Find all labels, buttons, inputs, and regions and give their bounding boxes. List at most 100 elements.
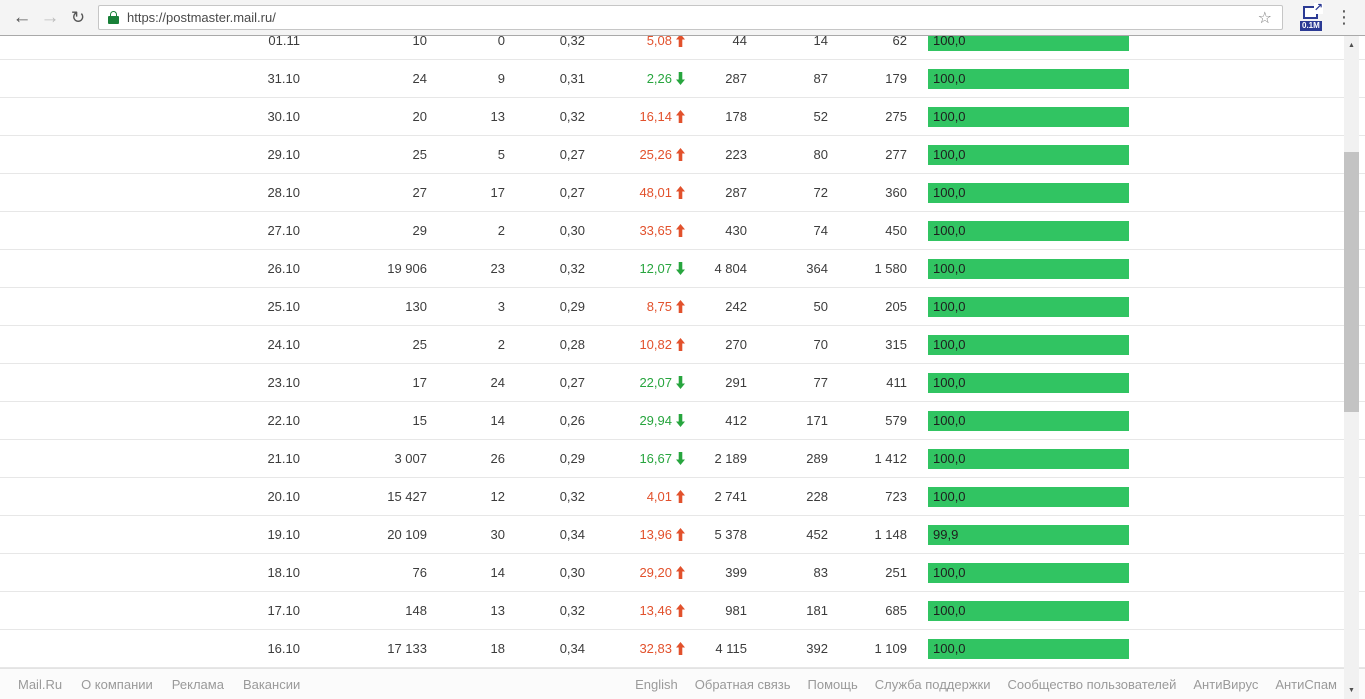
table-row: 21.10 3 007 26 0,29 16,67 2 189 289 1 41… — [0, 440, 1365, 478]
table-row: 18.10 76 14 0,30 29,20 399 83 251 100,0 — [0, 554, 1365, 592]
footer-link[interactable]: Обратная связь — [694, 676, 791, 692]
delivery-bar-track: 100,0 — [928, 220, 1129, 241]
value-cell-2: 0 — [497, 36, 505, 48]
value-cell-2: 23 — [490, 261, 505, 276]
date-cell: 20.10 — [267, 489, 300, 504]
delivery-bar: 100,0 — [928, 448, 1129, 469]
vertical-scrollbar[interactable]: ▲ ▼ — [1344, 36, 1359, 699]
percent-value: 13,46 — [639, 603, 672, 618]
browser-menu-button[interactable]: ⋮ — [1331, 4, 1357, 32]
value-cell-1: 148 — [405, 603, 427, 618]
scroll-down-icon: ▼ — [1348, 686, 1355, 694]
percent-value: 16,14 — [639, 109, 672, 124]
reload-button[interactable]: ↻ — [64, 4, 92, 32]
value-cell-3: 0,26 — [559, 413, 585, 428]
percent-cell: 32,83 — [585, 641, 686, 656]
scroll-down-button[interactable]: ▼ — [1344, 683, 1359, 697]
value-cell-6: 205 — [885, 299, 907, 314]
value-cell-4: 287 — [725, 185, 747, 200]
table-row: 16.10 17 133 18 0,34 32,83 4 115 392 1 1… — [0, 630, 1365, 668]
value-cell-6: 251 — [885, 565, 907, 580]
value-cell-6: 315 — [885, 337, 907, 352]
table-row: 26.10 19 906 23 0,32 12,07 4 804 364 1 5… — [0, 250, 1365, 288]
scrollbar-thumb[interactable] — [1344, 152, 1359, 412]
value-cell-2: 9 — [497, 71, 505, 86]
back-button[interactable]: ← — [8, 4, 36, 32]
footer-link[interactable]: English — [635, 676, 678, 692]
bookmark-star-icon[interactable]: ☆ — [1257, 9, 1272, 27]
delivery-bar-label: 100,0 — [933, 146, 966, 162]
value-cell-6: 1 148 — [874, 527, 907, 542]
delivery-bar: 100,0 — [928, 182, 1129, 203]
footer-link[interactable]: АнтиСпам — [1275, 676, 1337, 692]
value-cell-2: 14 — [490, 413, 505, 428]
percent-value: 5,08 — [646, 36, 672, 48]
value-cell-4: 291 — [725, 375, 747, 390]
delivery-bar-track: 100,0 — [928, 600, 1129, 621]
value-cell-1: 15 427 — [387, 489, 427, 504]
value-cell-4: 44 — [732, 36, 747, 48]
percent-value: 13,96 — [639, 527, 672, 542]
delivery-bar-label: 100,0 — [933, 184, 966, 200]
extension-button[interactable]: ↗ 0.1M — [1299, 2, 1325, 32]
value-cell-5: 83 — [813, 565, 828, 580]
value-cell-3: 0,32 — [559, 261, 585, 276]
value-cell-3: 0,34 — [559, 641, 585, 656]
date-cell: 01.11 — [268, 36, 300, 48]
value-cell-5: 74 — [813, 223, 828, 238]
scroll-up-icon: ▲ — [1348, 41, 1355, 49]
footer-link[interactable]: Сообщество пользователей — [1007, 676, 1177, 692]
secure-lock-icon[interactable] — [108, 11, 119, 24]
value-cell-5: 14 — [813, 36, 828, 48]
footer-links-right: English Обратная связь Помощь Служба поддер… — [618, 677, 1337, 692]
percent-cell: 4,01 — [585, 489, 686, 504]
value-cell-2: 2 — [497, 223, 505, 238]
footer-links-left: Mail.Ru О компании Реклама Вакансии — [18, 677, 319, 692]
date-cell: 19.10 — [267, 527, 300, 542]
footer-link[interactable]: Mail.Ru — [18, 676, 63, 692]
table-row: 28.10 27 17 0,27 48,01 287 72 360 100,0 — [0, 174, 1365, 212]
browser-toolbar: ← → ↻ https://postmaster.mail.ru/ ☆ ↗ 0.… — [0, 0, 1365, 36]
delivery-bar-track: 100,0 — [928, 334, 1129, 355]
trend-arrow-icon — [676, 300, 685, 313]
value-cell-6: 62 — [892, 36, 907, 48]
percent-cell: 2,26 — [585, 71, 686, 86]
value-cell-4: 2 741 — [714, 489, 747, 504]
url-text[interactable]: https://postmaster.mail.ru/ — [127, 10, 276, 25]
value-cell-1: 29 — [412, 223, 427, 238]
percent-cell: 16,14 — [585, 109, 686, 124]
footer-link[interactable]: Помощь — [807, 676, 858, 692]
table-row: 22.10 15 14 0,26 29,94 412 171 579 100,0 — [0, 402, 1365, 440]
value-cell-1: 130 — [405, 299, 427, 314]
footer-link[interactable]: О компании — [81, 676, 153, 692]
trend-arrow-icon — [676, 376, 685, 389]
scroll-up-button[interactable]: ▲ — [1344, 38, 1359, 52]
table-row: 31.10 24 9 0,31 2,26 287 87 179 100,0 — [0, 60, 1365, 98]
table-row: 17.10 148 13 0,32 13,46 981 181 685 100,… — [0, 592, 1365, 630]
value-cell-3: 0,27 — [559, 375, 585, 390]
value-cell-3: 0,29 — [559, 299, 585, 314]
percent-cell: 5,08 — [585, 36, 686, 48]
percent-value: 2,26 — [646, 71, 672, 86]
footer-link[interactable]: Вакансии — [242, 676, 301, 692]
value-cell-4: 223 — [725, 147, 747, 162]
value-cell-3: 0,30 — [559, 565, 585, 580]
value-cell-3: 0,32 — [559, 489, 585, 504]
trend-arrow-icon — [676, 262, 685, 275]
value-cell-1: 15 — [412, 413, 427, 428]
percent-value: 10,82 — [639, 337, 672, 352]
percent-value: 29,94 — [639, 413, 672, 428]
value-cell-3: 0,32 — [559, 603, 585, 618]
footer-link[interactable]: Реклама — [171, 676, 224, 692]
footer-link[interactable]: Служба поддержки — [874, 676, 991, 692]
trend-arrow-icon — [676, 566, 685, 579]
table-row: 23.10 17 24 0,27 22,07 291 77 411 100,0 — [0, 364, 1365, 402]
delivery-bar: 100,0 — [928, 258, 1129, 279]
forward-button[interactable]: → — [36, 4, 64, 32]
value-cell-3: 0,29 — [559, 451, 585, 466]
footer-link[interactable]: АнтиВирус — [1193, 676, 1259, 692]
forward-icon: → — [40, 6, 60, 28]
reload-icon: ↻ — [70, 7, 86, 27]
address-bar[interactable]: https://postmaster.mail.ru/ ☆ — [98, 5, 1283, 30]
value-cell-3: 0,28 — [559, 337, 585, 352]
